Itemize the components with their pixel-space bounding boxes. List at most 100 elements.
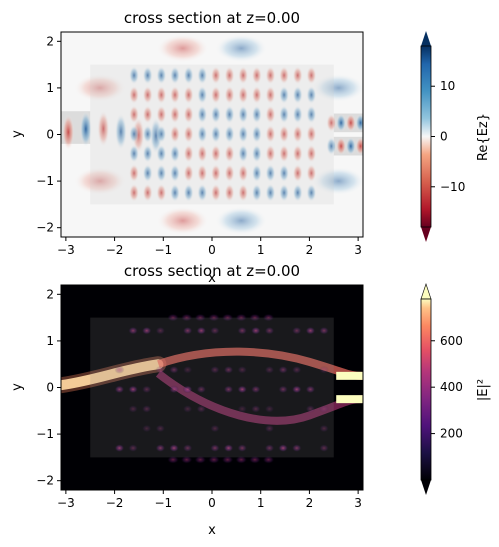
y-tick-label: 0 bbox=[46, 128, 54, 142]
intensity-hotspot bbox=[194, 455, 207, 464]
field-lobe bbox=[129, 66, 140, 85]
field-lobe bbox=[306, 105, 317, 124]
field-lobe bbox=[238, 66, 249, 85]
intensity-hotspot bbox=[155, 444, 166, 453]
field-lobe bbox=[238, 105, 249, 124]
intensity-field-map bbox=[61, 313, 363, 464]
field-lobe bbox=[312, 73, 363, 102]
field-lobe bbox=[129, 105, 140, 124]
field-lobe bbox=[292, 85, 303, 104]
ez-field-map bbox=[61, 34, 363, 235]
x-tick-label: −3 bbox=[57, 496, 75, 510]
field-lobe bbox=[265, 125, 276, 144]
field-lobe bbox=[292, 164, 303, 183]
field-lobe bbox=[156, 105, 167, 124]
field-lobe bbox=[279, 85, 290, 104]
field-lobe bbox=[129, 125, 140, 144]
field-lobe bbox=[79, 111, 92, 148]
field-lobe bbox=[183, 66, 194, 85]
intensity-hotspot bbox=[237, 365, 248, 374]
intensity-hotspot bbox=[278, 385, 289, 394]
field-lobe bbox=[183, 105, 194, 124]
ez-y-axis-label: y bbox=[10, 130, 25, 138]
intensity-colorbar-ticks: 200 400 600 bbox=[431, 334, 463, 441]
field-lobe bbox=[73, 167, 126, 196]
intensity-hotspot bbox=[223, 385, 234, 394]
intensity-hotspot bbox=[237, 326, 248, 335]
field-lobe bbox=[210, 164, 221, 183]
intensity-hotspot bbox=[114, 385, 125, 394]
y-tick-label: 1 bbox=[46, 334, 54, 348]
field-lobe bbox=[345, 113, 356, 132]
intensity-hotspot bbox=[169, 385, 180, 394]
intensity-hotspot bbox=[248, 313, 261, 322]
intensity-hotspot bbox=[319, 424, 330, 433]
field-lobe bbox=[312, 167, 363, 196]
field-lobe bbox=[306, 183, 317, 202]
y-tick-label: 2 bbox=[46, 34, 54, 48]
intensity-hotspot bbox=[221, 313, 234, 322]
intensity-hotspot bbox=[128, 326, 139, 335]
field-lobe bbox=[156, 183, 167, 202]
intensity-hotspot bbox=[237, 385, 248, 394]
intensity-hotspot bbox=[250, 326, 261, 335]
x-tick-label: 0 bbox=[208, 243, 216, 257]
field-lobe bbox=[251, 105, 262, 124]
field-lobe bbox=[279, 164, 290, 183]
intensity-hotspot bbox=[237, 444, 248, 453]
intensity-hotspot bbox=[264, 326, 275, 335]
intensity-hotspot bbox=[305, 326, 316, 335]
x-tick-label: 0 bbox=[208, 496, 216, 510]
colorbar-tick-label: −10 bbox=[440, 180, 465, 194]
field-lobe bbox=[224, 66, 235, 85]
field-lobe bbox=[142, 105, 153, 124]
field-lobe bbox=[238, 164, 249, 183]
field-lobe bbox=[169, 144, 180, 163]
intensity-input-glow bbox=[61, 356, 167, 394]
field-lobe bbox=[183, 164, 194, 183]
field-lobe bbox=[251, 85, 262, 104]
intensity-hotspot bbox=[278, 365, 289, 374]
field-lobe bbox=[62, 114, 75, 151]
intensity-hotspot bbox=[262, 455, 275, 464]
intensity-hotspot bbox=[235, 313, 248, 322]
intensity-hotspot bbox=[196, 385, 207, 394]
field-lobe bbox=[183, 125, 194, 144]
field-lobe bbox=[142, 66, 153, 85]
field-lobe bbox=[142, 183, 153, 202]
field-lobe bbox=[224, 85, 235, 104]
field-lobe bbox=[142, 164, 153, 183]
field-lobe bbox=[197, 183, 208, 202]
ez-structure-region bbox=[90, 64, 334, 205]
field-lobe bbox=[156, 125, 167, 144]
field-lobe bbox=[129, 85, 140, 104]
intensity-hotspot bbox=[182, 385, 193, 394]
field-lobe bbox=[197, 105, 208, 124]
field-lobe bbox=[197, 144, 208, 163]
field-lobe bbox=[169, 105, 180, 124]
intensity-colorbar-min-arrow bbox=[421, 480, 431, 495]
intensity-hotspot bbox=[182, 365, 193, 374]
intensity-x-axis-label: x bbox=[208, 523, 216, 538]
field-lobe bbox=[215, 206, 268, 235]
intensity-hotspot bbox=[319, 365, 330, 374]
intensity-hotspot bbox=[291, 385, 302, 394]
field-lobe bbox=[114, 113, 127, 150]
intensity-hotspot bbox=[237, 404, 248, 413]
colorbar-tick-label: 200 bbox=[440, 427, 463, 441]
field-lobe bbox=[210, 105, 221, 124]
ez-colorbar-gradient bbox=[421, 46, 431, 227]
field-lobe bbox=[265, 164, 276, 183]
intensity-hotspot bbox=[169, 365, 180, 374]
intensity-hotspot bbox=[250, 404, 261, 413]
intensity-hotspot bbox=[264, 365, 275, 374]
field-lobe bbox=[156, 164, 167, 183]
y-tick-label: 1 bbox=[46, 81, 54, 95]
x-tick-label: 3 bbox=[354, 496, 362, 510]
field-lobe bbox=[156, 144, 167, 163]
field-lobe bbox=[156, 206, 209, 235]
colorbar-tick-label: 10 bbox=[440, 79, 455, 93]
intensity-y-ticks: −2 −1 0 1 2 bbox=[36, 287, 61, 488]
y-tick-label: −2 bbox=[36, 221, 54, 235]
field-lobe bbox=[251, 66, 262, 85]
